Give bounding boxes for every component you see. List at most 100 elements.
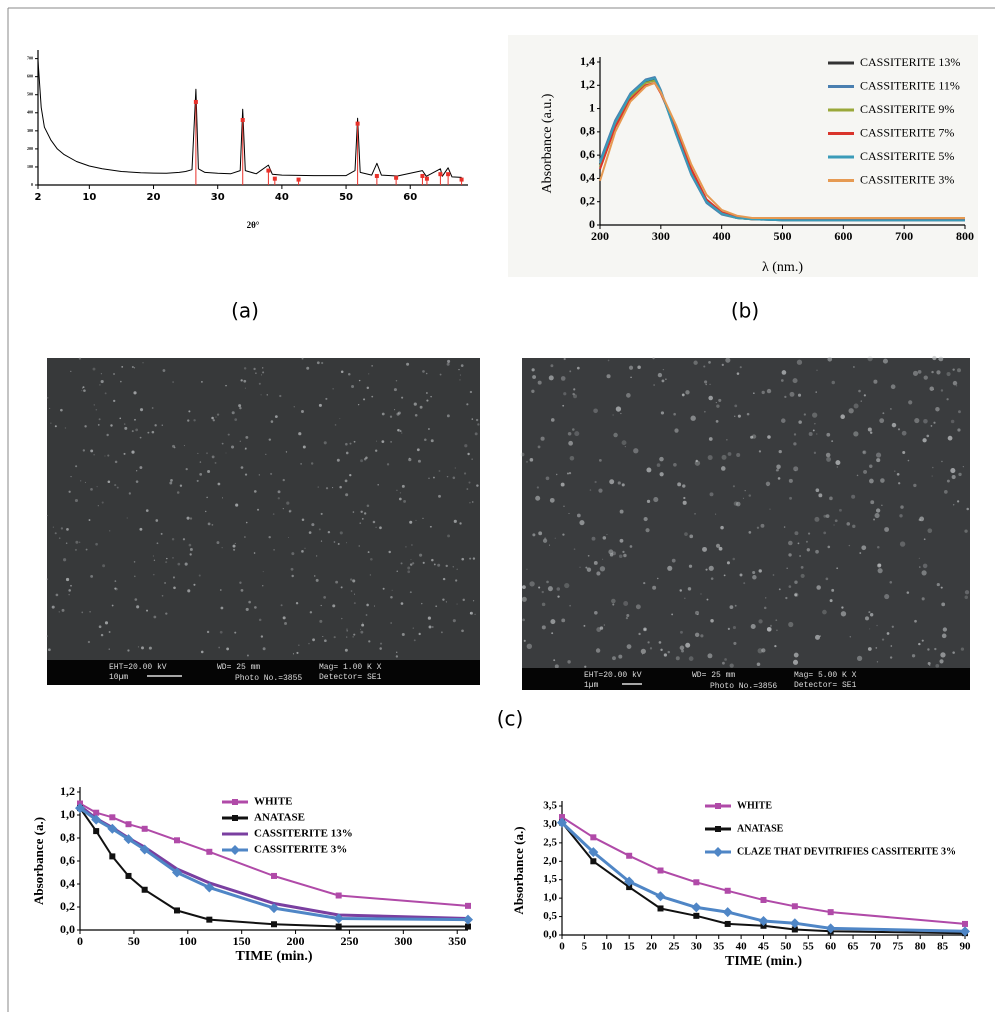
particle <box>418 632 421 636</box>
particle <box>127 649 130 652</box>
particle <box>212 419 215 422</box>
particle <box>554 537 556 539</box>
series-line <box>599 77 965 222</box>
particle <box>781 370 787 375</box>
particle <box>474 613 476 615</box>
particle <box>829 496 833 501</box>
point <box>125 872 132 879</box>
particle <box>774 645 777 648</box>
peak-marker <box>296 177 301 182</box>
particle <box>422 517 424 520</box>
particle <box>230 445 235 449</box>
point <box>791 926 798 933</box>
particle <box>227 433 230 436</box>
particle <box>184 562 188 566</box>
particle <box>621 440 627 446</box>
particle <box>863 469 868 474</box>
particle <box>682 484 686 488</box>
particle <box>340 370 344 374</box>
particle <box>708 395 713 401</box>
particle <box>521 596 527 602</box>
particle <box>950 468 956 474</box>
particle <box>612 414 614 416</box>
particle <box>643 581 646 585</box>
particle <box>221 442 224 445</box>
particle <box>193 583 196 586</box>
point <box>791 903 798 910</box>
particle <box>733 501 739 506</box>
particle <box>931 475 933 477</box>
particle <box>944 490 948 494</box>
point <box>335 892 342 899</box>
particle <box>825 514 830 518</box>
point <box>559 814 565 821</box>
particle <box>746 412 750 416</box>
particle <box>586 567 592 572</box>
particle <box>82 386 85 389</box>
particle <box>415 519 417 521</box>
particle <box>471 501 474 503</box>
x-tick-label: 40 <box>275 192 289 203</box>
particle <box>879 418 885 424</box>
particle <box>707 653 713 659</box>
particle <box>272 513 275 515</box>
y-tick-label: 3,5 <box>543 800 557 812</box>
sem-mag: Mag= 1.00 K X <box>319 663 382 672</box>
particle <box>390 622 392 624</box>
point <box>123 834 134 845</box>
particle <box>679 589 683 592</box>
particle <box>78 541 81 544</box>
panel-b-background <box>508 35 978 277</box>
particle <box>682 500 687 505</box>
particle <box>709 383 711 385</box>
particle <box>113 399 116 403</box>
particle <box>344 648 348 652</box>
particle <box>82 449 86 452</box>
particle <box>848 544 851 547</box>
particle <box>257 508 260 511</box>
particle <box>913 483 917 488</box>
particle <box>862 450 867 455</box>
particle <box>295 602 299 605</box>
point <box>626 884 633 891</box>
particle <box>139 527 143 531</box>
x-tick-label: 150 <box>233 934 251 948</box>
particle <box>135 480 139 483</box>
particle <box>792 378 798 384</box>
particle <box>368 373 370 375</box>
particle <box>319 619 323 623</box>
particle <box>54 532 57 535</box>
particle <box>869 478 874 484</box>
point <box>626 852 633 859</box>
particle <box>550 418 555 422</box>
particle <box>124 423 126 425</box>
particle <box>200 650 204 654</box>
legend-marker <box>715 826 721 832</box>
x-tick-label: 30 <box>691 941 703 953</box>
point <box>827 909 834 916</box>
particle <box>320 540 323 542</box>
y-tick-label: 3,0 <box>543 818 557 830</box>
x-tick-label: 30 <box>211 192 225 203</box>
particle <box>142 362 144 364</box>
particle <box>526 568 528 570</box>
particle <box>769 624 773 627</box>
particle <box>374 449 378 452</box>
particle <box>293 406 296 408</box>
particle <box>332 487 334 489</box>
particle <box>372 520 376 524</box>
particle <box>799 555 801 557</box>
y-tick-label: 2,0 <box>543 855 557 867</box>
particle <box>550 364 554 368</box>
legend-label: CASSITERITE 3% <box>860 172 954 186</box>
particle <box>161 594 164 597</box>
particle <box>226 647 230 651</box>
particle <box>469 612 472 614</box>
particle <box>51 605 55 609</box>
particle <box>964 595 969 600</box>
particle <box>815 488 820 493</box>
particle <box>360 630 364 634</box>
particle <box>593 561 598 565</box>
particle <box>797 542 800 545</box>
particle <box>311 523 315 527</box>
